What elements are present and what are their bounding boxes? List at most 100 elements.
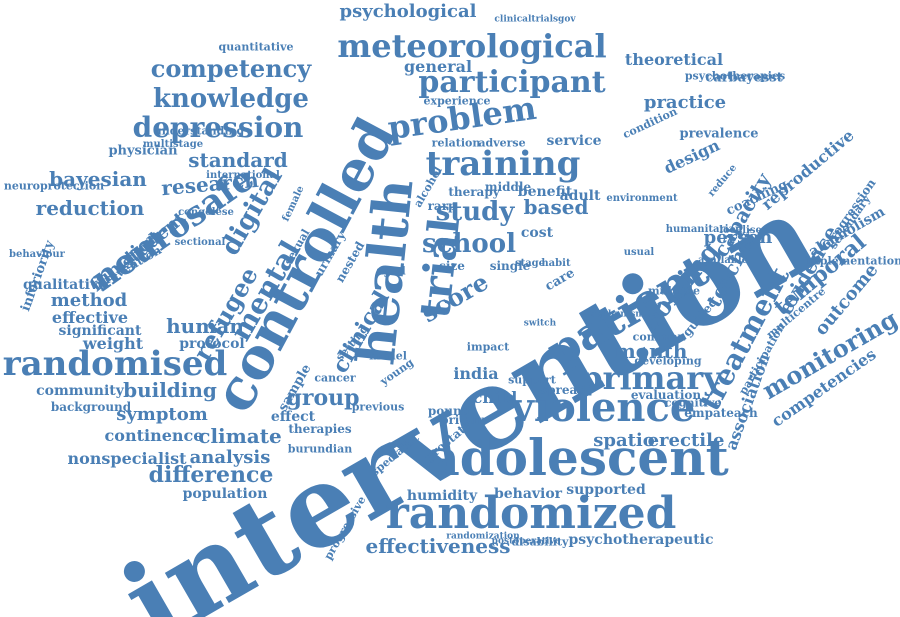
- word-nonspecialist: nonspecialist: [67, 449, 187, 468]
- word-international: international: [206, 170, 280, 181]
- word-general: general: [403, 57, 473, 76]
- word-prevalence: prevalence: [679, 126, 759, 142]
- word-psychotherapies: psychotherapies: [684, 69, 786, 83]
- word-therapies: therapies: [288, 422, 352, 436]
- word-protocol: protocol: [179, 336, 245, 352]
- word-spatio: spatio: [593, 430, 655, 451]
- word-humidity: humidity: [406, 488, 478, 504]
- word-knowledge: knowledge: [153, 84, 309, 114]
- word-neuroprotection: neuroprotection: [3, 179, 105, 193]
- word-burundian: burundian: [287, 442, 353, 456]
- word-bayesian: bayesian: [49, 167, 147, 191]
- word-effective: effective: [51, 308, 129, 327]
- word-disability: disability: [511, 535, 569, 549]
- word-effectiveness: effectiveness: [365, 534, 511, 558]
- word-study: study: [435, 197, 515, 227]
- word-primary: primary: [580, 359, 722, 397]
- word-sectional: sectional: [174, 237, 226, 248]
- word-quantitative: quantitative: [218, 40, 294, 54]
- word-standard: standard: [188, 148, 288, 172]
- word-rarp: rarp: [427, 199, 457, 213]
- word-behaviour: behaviour: [9, 249, 65, 260]
- word-method: method: [50, 290, 128, 311]
- word-supported: supported: [566, 482, 646, 498]
- word-erectile: erectile: [647, 430, 725, 451]
- word-cognitive: cognitive: [664, 396, 722, 410]
- word-reproductive: reproductive: [757, 125, 858, 214]
- word-climate: climate: [198, 424, 282, 448]
- word-developing: developing: [634, 354, 702, 368]
- word-analysis: analysis: [189, 447, 271, 468]
- word-cost: cost: [520, 225, 554, 241]
- word-habit: habit: [541, 258, 571, 269]
- word-human: human: [166, 314, 244, 338]
- word-theoretical: theoretical: [624, 50, 724, 69]
- word-population: population: [182, 486, 268, 502]
- word-multistage: multistage: [142, 139, 204, 150]
- word-therapy: therapy: [448, 185, 500, 199]
- word-significant: significant: [58, 323, 142, 339]
- word-impact: impact: [466, 340, 510, 354]
- word-design: design: [660, 135, 723, 178]
- word-physician: physician: [108, 143, 178, 159]
- word-spread: spread: [540, 383, 586, 397]
- word-congolese: congolese: [178, 207, 234, 218]
- word-middle: middle: [484, 180, 532, 194]
- word-available: available: [698, 255, 748, 266]
- word-randomization: randomization: [446, 531, 520, 542]
- word-understanding: understanding: [153, 124, 245, 138]
- word-behavior: behavior: [493, 486, 563, 502]
- word-violence: violence: [510, 384, 696, 431]
- word-support: support: [508, 373, 556, 387]
- word-india: india: [453, 364, 499, 383]
- word-postoperative: postoperative: [491, 536, 561, 547]
- word-benefit: benefit: [517, 184, 573, 200]
- word-model: model: [369, 349, 407, 363]
- word-implementation: implementation: [803, 254, 900, 268]
- word-humanitarian: humanitarian: [665, 224, 743, 235]
- word-psychological: psychological: [339, 1, 477, 22]
- word-cancer: cancer: [314, 371, 356, 385]
- word-evaluation: evaluation: [630, 388, 702, 402]
- word-adolescent: adolescent: [427, 428, 729, 487]
- word-usual: usual: [623, 247, 655, 258]
- word-meteorological: meteorological: [337, 27, 607, 65]
- word-pound: pound: [427, 404, 471, 418]
- word-effect: effect: [270, 409, 316, 425]
- word-previous: previous: [351, 400, 405, 414]
- word-stage: stage: [514, 258, 546, 269]
- word-practice: practice: [643, 92, 727, 113]
- word-britain: britain: [440, 413, 486, 427]
- word-psychotherapeutic: psychotherapeutic: [568, 532, 714, 548]
- word-localised: localised: [719, 225, 769, 236]
- word-background: background: [50, 400, 132, 414]
- word-single: single: [489, 259, 531, 273]
- word-depression: depression: [132, 111, 304, 144]
- word-child: child: [472, 388, 518, 407]
- word-randomised: randomised: [2, 344, 228, 384]
- word-difference: difference: [148, 462, 274, 488]
- word-person: person: [703, 227, 773, 248]
- word-aged: aged: [376, 264, 406, 278]
- word-randomized: randomized: [385, 488, 677, 539]
- word-environment: environment: [606, 193, 678, 204]
- word-qualitative: qualitative: [22, 277, 108, 293]
- word-participant: participant: [418, 65, 606, 100]
- word-reduction: reduction: [35, 196, 145, 220]
- word-experience: experience: [423, 94, 491, 108]
- word-competency: competency: [150, 54, 312, 83]
- word-building: building: [123, 378, 217, 402]
- word-size: size: [439, 259, 465, 273]
- word-symptom: symptom: [116, 404, 208, 425]
- word-school: school: [422, 229, 516, 259]
- word-mechanism: mechanism: [587, 309, 645, 320]
- word-carbayesst: carbayesst: [705, 70, 783, 86]
- word-adverse: adverse: [478, 136, 526, 150]
- word-community: community: [36, 383, 124, 399]
- word-based: based: [523, 195, 589, 219]
- word-weight: weight: [82, 334, 144, 353]
- word-group: group: [286, 385, 360, 411]
- word-switch: switch: [523, 318, 557, 329]
- word-service: service: [546, 133, 602, 149]
